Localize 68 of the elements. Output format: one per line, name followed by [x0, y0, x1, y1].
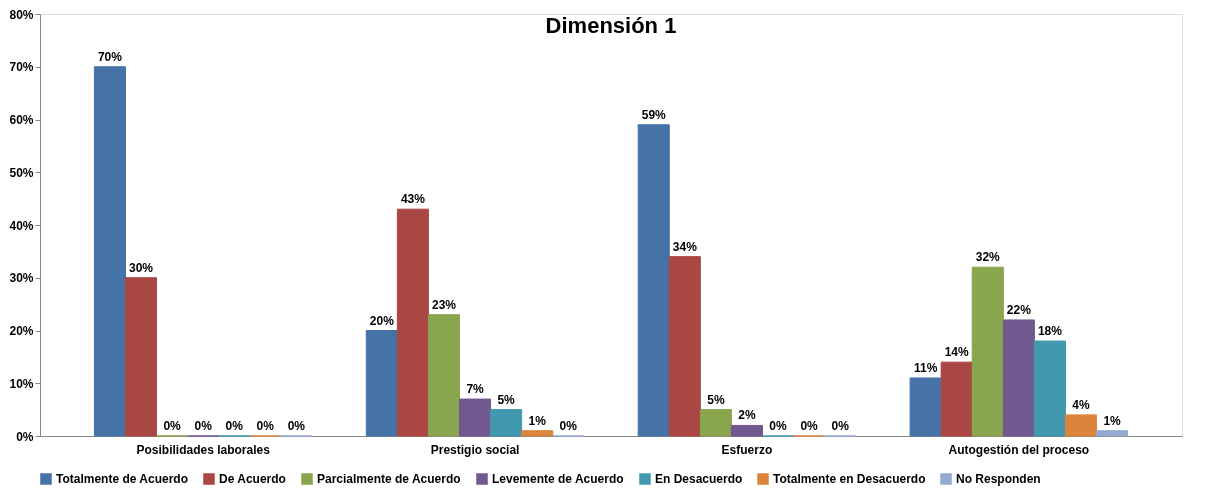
data-label: 14% [944, 345, 970, 360]
data-label: 18% [1037, 324, 1063, 339]
data-label: 5% [497, 392, 516, 407]
bar [909, 377, 942, 437]
bar [668, 256, 701, 437]
data-label: 0% [287, 419, 306, 433]
data-label: 0% [769, 419, 788, 433]
bar [1064, 414, 1098, 437]
data-label: 1% [1103, 413, 1122, 428]
data-label: 34% [672, 239, 698, 254]
bar [365, 330, 398, 437]
data-label: 32% [975, 250, 1001, 265]
data-label: 20% [369, 313, 395, 328]
legend-label: En Desacuerdo [655, 472, 743, 486]
bar [699, 409, 732, 437]
y-tick-label: 20% [9, 324, 34, 338]
data-label: 7% [466, 382, 485, 397]
y-tick-label: 80% [9, 7, 34, 22]
x-tick-label: Autogestión del proceso [948, 442, 1090, 457]
x-tick-label: Prestigio social [430, 442, 520, 457]
legend-label: Levemente de Acuerdo [492, 472, 624, 486]
y-tick-label: 70% [9, 60, 34, 75]
y-tick-label: 30% [9, 271, 34, 286]
x-tick-label: Esfuerzo [721, 442, 773, 457]
bar [940, 361, 973, 437]
y-tick-label: 60% [9, 113, 34, 127]
chart-title: Dimensión 1 [545, 13, 677, 38]
data-label: 0% [800, 419, 819, 433]
bar [521, 430, 554, 437]
data-label: 2% [738, 408, 756, 423]
bar [637, 124, 670, 437]
data-label: 0% [831, 419, 850, 433]
data-label: 30% [128, 260, 154, 275]
bar [93, 66, 126, 437]
data-label: 1% [528, 413, 547, 428]
y-tick-label: 0% [16, 429, 34, 444]
bar [459, 398, 492, 437]
y-tick-label: 10% [9, 376, 34, 391]
bar [971, 266, 1004, 437]
data-label: 23% [431, 297, 457, 312]
data-label: 43% [400, 192, 426, 207]
legend-label: De Acuerdo [219, 472, 286, 486]
bar [1002, 319, 1035, 437]
data-label: 11% [913, 360, 938, 375]
y-tick-label: 40% [9, 218, 34, 233]
bar [427, 314, 461, 437]
x-tick-label: Posibilidades laborales [136, 442, 271, 457]
data-label: 4% [1072, 397, 1091, 412]
data-label: 0% [559, 419, 578, 433]
bar [490, 409, 523, 437]
bar [1096, 430, 1129, 437]
data-label: 70% [97, 49, 123, 64]
data-label: 5% [707, 392, 725, 407]
legend-label: Parcialmente de Acuerdo [317, 472, 461, 486]
data-label: 22% [1006, 302, 1032, 317]
bar [124, 277, 158, 437]
bar [1033, 340, 1066, 437]
y-tick-label: 50% [9, 165, 34, 180]
data-label: 59% [641, 107, 667, 122]
bar [730, 424, 763, 437]
data-label: 0% [256, 419, 275, 433]
data-label: 0% [225, 419, 244, 433]
data-label: 0% [194, 419, 213, 433]
bar [396, 208, 429, 437]
legend-label: Totalmente en Desacuerdo [773, 472, 926, 486]
legend-label: Totalmente de Acuerdo [56, 472, 189, 486]
legend-label: No Responden [956, 472, 1041, 486]
data-label: 0% [163, 419, 182, 433]
